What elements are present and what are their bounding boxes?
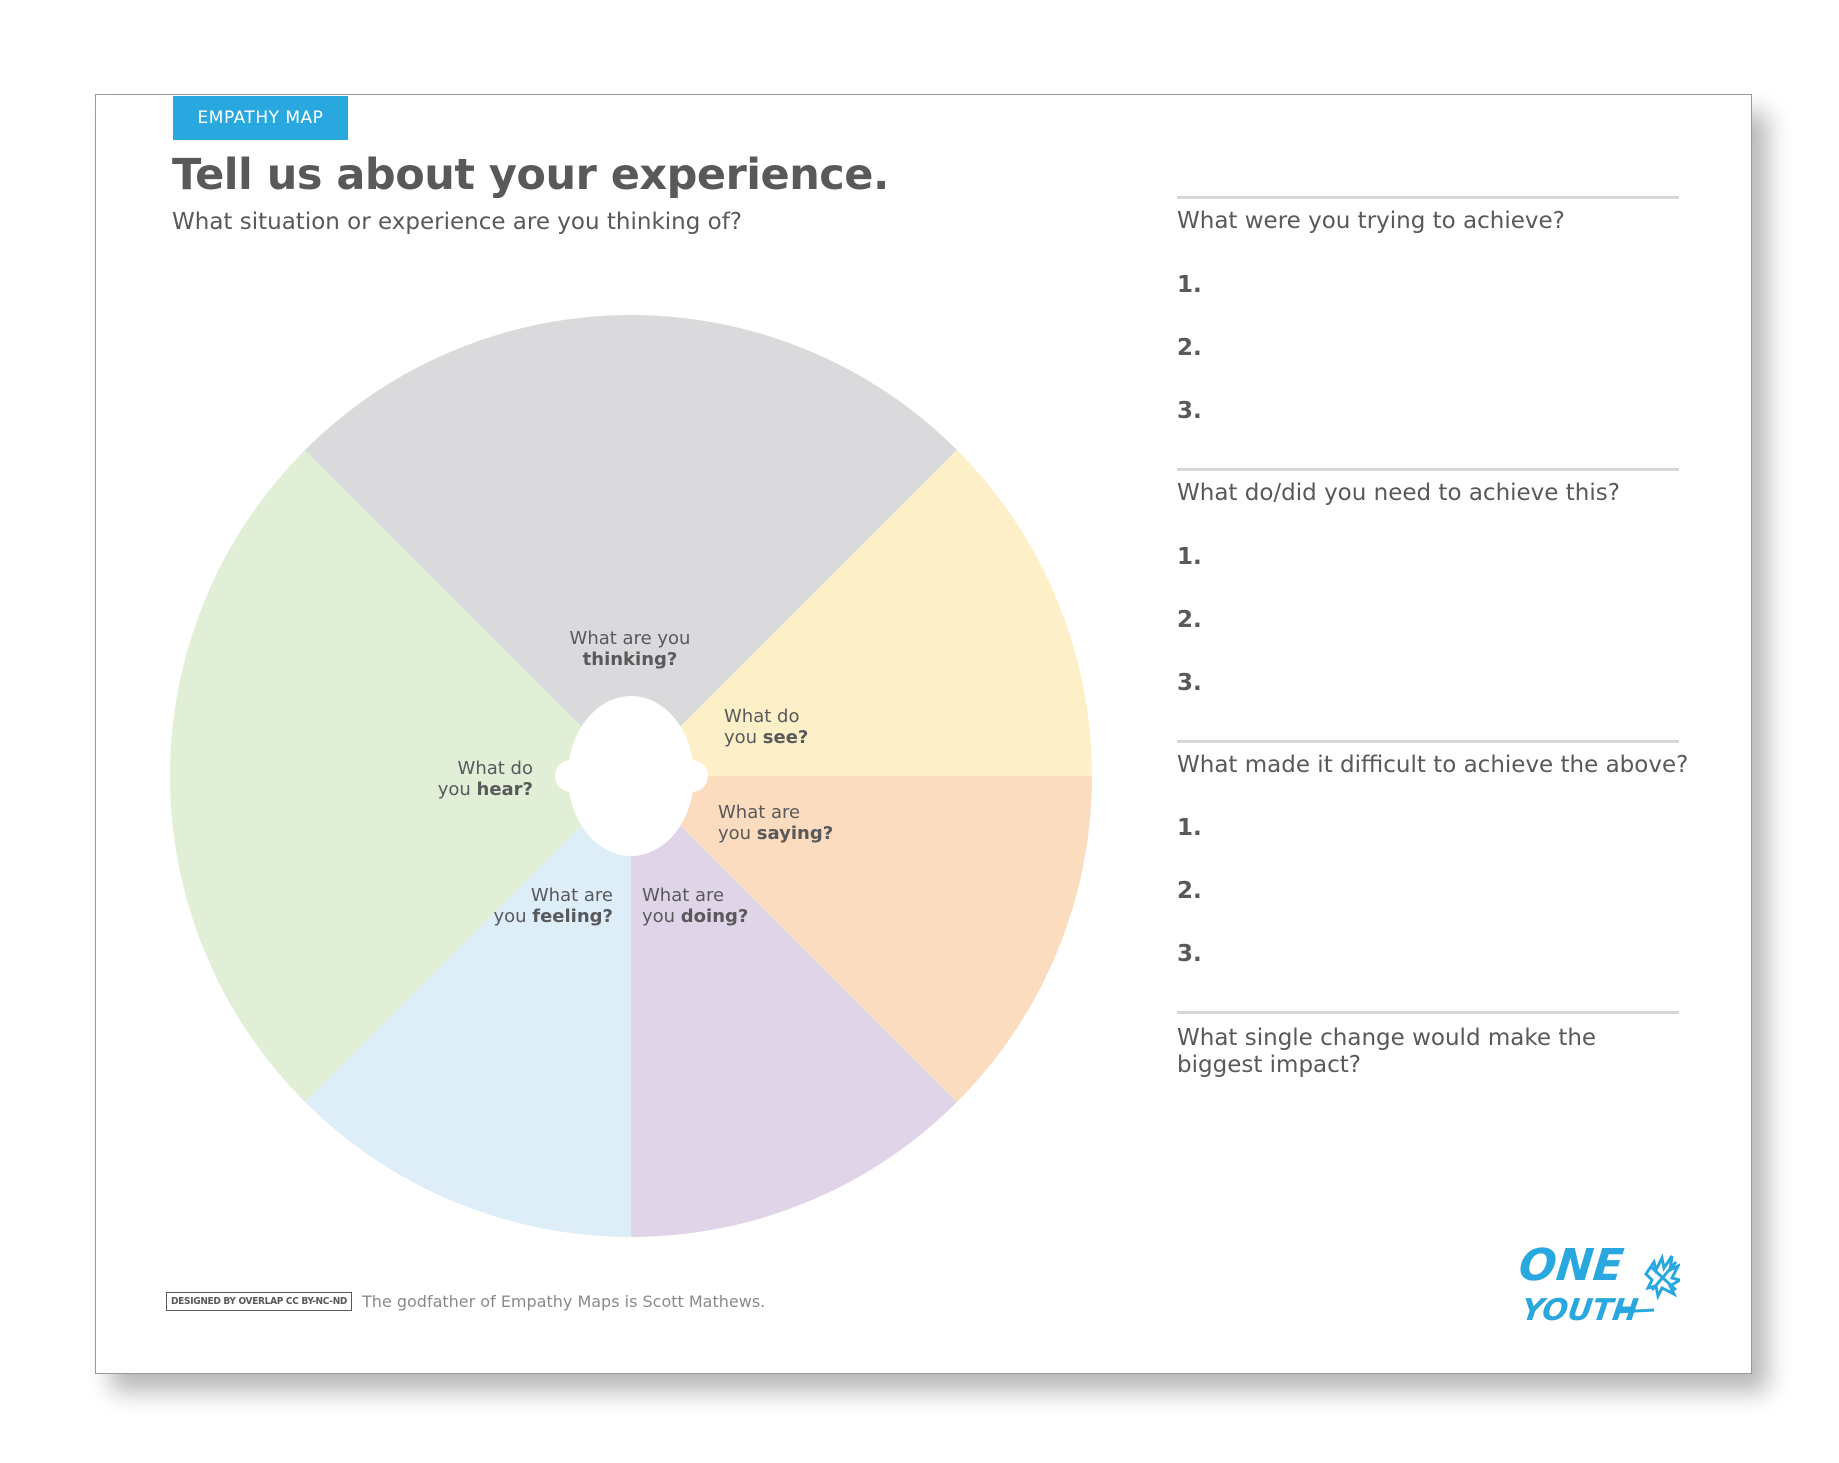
footnote: The godfather of Empathy Maps is Scott M… (362, 1292, 766, 1311)
answer-number: 3. (1177, 398, 1202, 424)
segment-saying (631, 776, 1092, 1102)
label-hear: What do you hear? (437, 758, 533, 800)
divider-4 (1177, 1011, 1679, 1014)
maple-leaf-icon (1644, 1253, 1680, 1301)
answer-number: 1. (1177, 815, 1202, 841)
label-feeling: What are you feeling? (493, 885, 613, 927)
answer-number: 1. (1177, 544, 1202, 570)
answer-number: 2. (1177, 878, 1202, 904)
question-goal: What were you trying to achieve? (1177, 208, 1565, 234)
answer-number: 3. (1177, 670, 1202, 696)
question-impact: What single change would make the bigges… (1177, 1025, 1597, 1078)
label-saying: What are you saying? (718, 802, 834, 844)
answer-number: 1. (1177, 272, 1202, 298)
answer-number: 2. (1177, 335, 1202, 361)
logo-text-one: ONE (1520, 1240, 1626, 1291)
question-needs: What do/did you need to achieve this? (1177, 480, 1620, 506)
label-see: What do you see? (724, 706, 809, 748)
segment-doing (631, 776, 957, 1237)
label-thinking: What are you thinking? (569, 628, 691, 670)
answer-number: 3. (1177, 941, 1202, 967)
license-credit: DESIGNED BY OVERLAP CC BY-NC-ND (166, 1292, 353, 1311)
page-subtitle: What situation or experience are you thi… (172, 209, 743, 235)
one-youth-logo: ONE YOUTH (1520, 1240, 1680, 1328)
divider-1 (1177, 196, 1679, 199)
divider-3 (1177, 740, 1679, 743)
segment-feeling (305, 776, 631, 1237)
answer-number: 2. (1177, 607, 1202, 633)
segment-hear (169, 450, 631, 1102)
page-title: Tell us about your experience. (172, 150, 889, 200)
segment-thinking (305, 314, 957, 776)
question-difficulty: What made it difficult to achieve the ab… (1177, 752, 1689, 778)
segment-see (631, 450, 1093, 776)
empathy-map-tag: EMPATHY MAP (173, 96, 348, 140)
divider-2 (1177, 468, 1679, 471)
label-doing: What are you doing? (642, 885, 749, 927)
head-icon (555, 696, 708, 856)
